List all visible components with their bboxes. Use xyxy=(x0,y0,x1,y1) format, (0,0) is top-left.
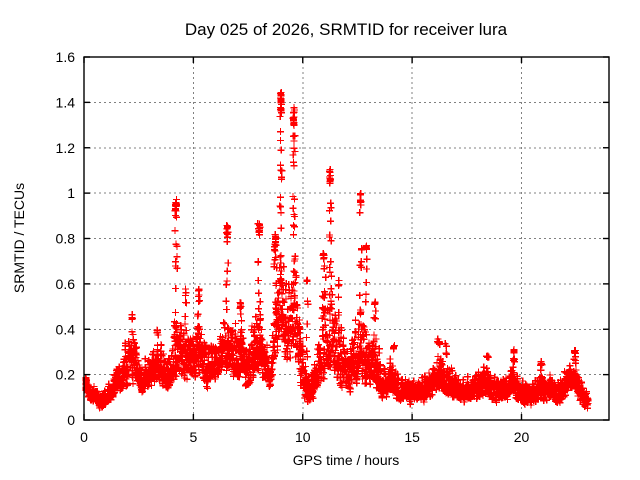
y-tick-label: 1.4 xyxy=(56,94,76,110)
y-tick-label: 1 xyxy=(67,185,75,201)
x-tick-label: 0 xyxy=(80,429,88,445)
chart-title: Day 025 of 2026, SRMTID for receiver lur… xyxy=(185,20,508,39)
y-tick-label: 0.4 xyxy=(56,321,76,337)
x-tick-label: 10 xyxy=(295,429,311,445)
y-tick-label: 0.6 xyxy=(56,276,76,292)
y-tick-label: 0.2 xyxy=(56,367,76,383)
y-tick-label: 1.6 xyxy=(56,49,76,65)
x-tick-label: 15 xyxy=(404,429,420,445)
data-points xyxy=(82,89,592,412)
y-tick-label: 0.8 xyxy=(56,231,76,247)
y-tick-label: 0 xyxy=(67,412,75,428)
y-axis-label: SRMTID / TECUs xyxy=(11,183,27,293)
axis-ticks xyxy=(83,56,609,421)
tick-labels: 0 5 10 15 20 0 0.2 0.4 0.6 0.8 1 1.2 1.4 1.6 xyxy=(56,49,530,445)
x-axis-label: GPS time / hours xyxy=(293,452,400,468)
srmtid-markers xyxy=(82,89,592,412)
x-tick-label: 20 xyxy=(514,429,530,445)
y-tick-label: 1.2 xyxy=(56,140,76,156)
x-tick-label: 5 xyxy=(189,429,197,445)
gridlines xyxy=(84,57,609,420)
